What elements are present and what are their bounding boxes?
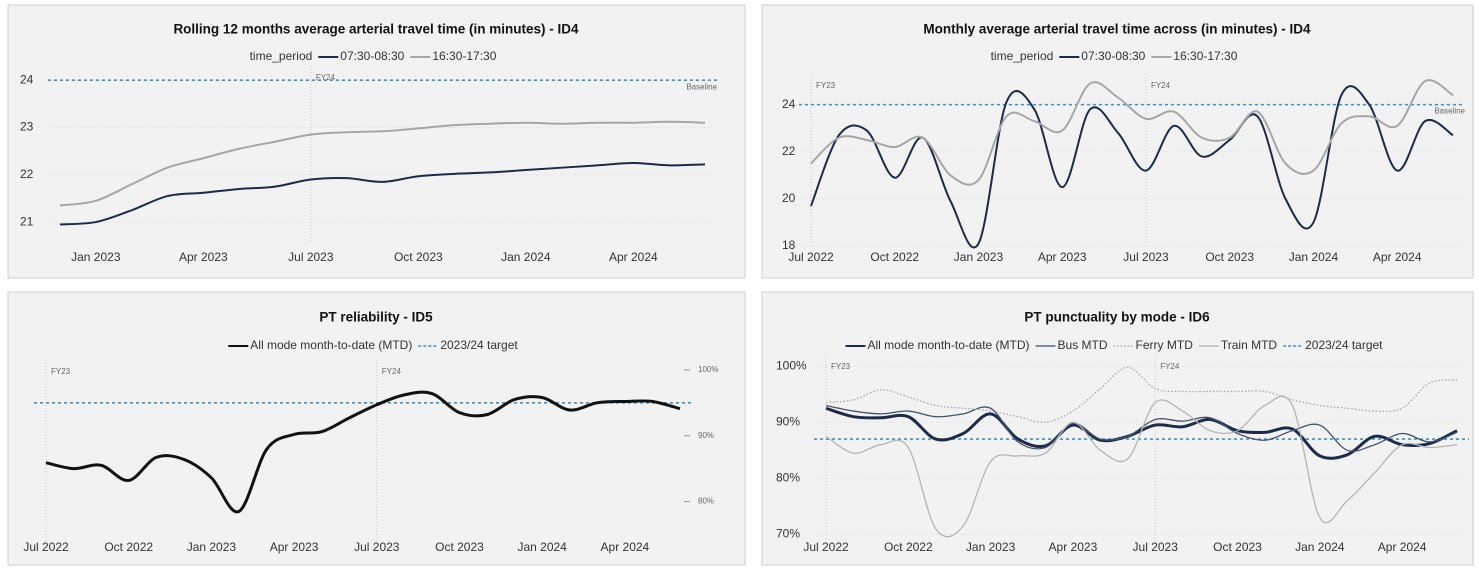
legend-label: 07:30-08:30	[1081, 49, 1145, 63]
legend-label: Bus MTD	[1058, 338, 1108, 352]
y-tick-label: 22	[782, 144, 796, 158]
y-tick-label: 22	[20, 167, 34, 181]
legend-label: All mode month-to-date (MTD)	[250, 338, 412, 352]
series-line	[810, 79, 1454, 186]
y-tick-label: 90%	[698, 431, 714, 440]
legend: time_period 07:30-08:30 16:30-17:30	[250, 49, 497, 63]
period-label: FY23	[51, 367, 71, 376]
x-tick-label: Oct 2023	[1205, 250, 1254, 264]
panel	[761, 291, 1474, 566]
series-line	[825, 404, 1458, 452]
x-tick-label: Jul 2022	[803, 540, 849, 554]
reference-label: Baseline	[686, 82, 717, 91]
x-tick-label: Apr 2024	[1378, 540, 1427, 554]
x-tick-label: Jan 2023	[187, 540, 237, 554]
x-tick-label: Jul 2023	[354, 540, 400, 554]
legend-title: time_period	[250, 49, 313, 63]
series-line	[59, 120, 706, 207]
panel	[7, 4, 746, 279]
x-tick-label: Jan 2024	[1289, 250, 1339, 264]
x-tick-label: Apr 2023	[270, 540, 319, 554]
legend: time_period 07:30-08:30 16:30-17:30	[991, 49, 1238, 63]
y-tick-label: 80%	[776, 471, 800, 485]
y-tick-label: 100%	[776, 358, 807, 372]
legend-label: Ferry MTD	[1136, 338, 1194, 352]
series-line	[825, 366, 1458, 424]
y-tick-label: 23	[20, 120, 34, 134]
y-tick-label: 24	[782, 97, 796, 111]
x-tick-label: Jul 2022	[788, 250, 834, 264]
y-tick-label: 20	[782, 191, 796, 205]
x-tick-label: Jan 2023	[966, 540, 1016, 554]
chart-title: Monthly average arterial travel time acr…	[923, 22, 1311, 37]
period-label: FY23	[831, 362, 851, 371]
legend-title: time_period	[991, 49, 1054, 63]
series-line	[59, 161, 706, 226]
x-tick-label: Jan 2024	[501, 250, 551, 264]
x-tick-label: Apr 2023	[179, 250, 228, 264]
legend-label: 16:30-17:30	[432, 49, 496, 63]
y-tick-label: 100%	[698, 365, 718, 374]
x-tick-label: Oct 2022	[870, 250, 919, 264]
chart-title: PT reliability - ID5	[319, 310, 433, 325]
x-tick-label: Oct 2023	[435, 540, 484, 554]
y-tick-label: 80%	[698, 497, 714, 506]
y-tick-label: 70%	[776, 527, 800, 541]
x-tick-label: Oct 2022	[104, 540, 153, 554]
series-line	[45, 390, 681, 514]
x-tick-label: Apr 2024	[609, 250, 658, 264]
x-tick-label: Apr 2023	[1049, 540, 1098, 554]
panel	[7, 291, 746, 566]
period-label: FY24	[382, 367, 402, 376]
x-tick-label: Apr 2024	[601, 540, 650, 554]
x-tick-label: Jul 2023	[1133, 540, 1179, 554]
x-tick-label: Jan 2024	[1295, 540, 1345, 554]
legend-label: 2023/24 target	[1305, 338, 1383, 352]
period-label: FY24	[316, 73, 336, 82]
x-tick-label: Oct 2023	[1213, 540, 1262, 554]
x-tick-label: Oct 2023	[394, 250, 443, 264]
x-tick-label: Jan 2023	[71, 250, 121, 264]
period-label: FY23	[816, 81, 836, 90]
panel	[761, 4, 1474, 279]
x-tick-label: Apr 2024	[1373, 250, 1422, 264]
legend-label: 2023/24 target	[440, 338, 518, 352]
x-tick-label: Jan 2023	[954, 250, 1004, 264]
x-tick-label: Jan 2024	[517, 540, 567, 554]
x-tick-label: Apr 2023	[1038, 250, 1087, 264]
series-line	[825, 395, 1458, 538]
legend-label: 16:30-17:30	[1173, 49, 1237, 63]
legend: All mode month-to-date (MTD) 2023/24 targ…	[228, 338, 518, 352]
reference-label: Baseline	[1434, 107, 1465, 116]
x-tick-label: Jul 2022	[23, 540, 69, 554]
period-label: FY24	[1160, 362, 1180, 371]
legend-label: Train MTD	[1221, 338, 1278, 352]
legend-label: All mode month-to-date (MTD)	[867, 338, 1029, 352]
chart-title: Rolling 12 months average arterial trave…	[173, 22, 579, 37]
x-tick-label: Jul 2023	[288, 250, 334, 264]
x-tick-label: Oct 2022	[884, 540, 933, 554]
chart-title: PT punctuality by mode - ID6	[1024, 310, 1210, 325]
y-tick-label: 90%	[776, 414, 800, 428]
y-tick-label: 18	[782, 238, 796, 252]
y-tick-label: 24	[20, 72, 34, 86]
y-tick-label: 21	[20, 214, 34, 228]
x-tick-label: Jul 2023	[1123, 250, 1169, 264]
legend: All mode month-to-date (MTD) Bus MTD Ferry…	[845, 338, 1383, 352]
legend-label: 07:30-08:30	[340, 49, 404, 63]
period-label: FY24	[1151, 81, 1171, 90]
